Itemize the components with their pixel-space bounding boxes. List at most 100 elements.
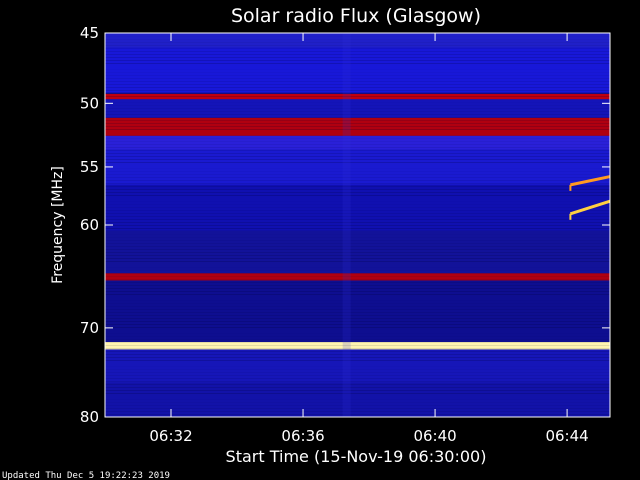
texture-line xyxy=(105,378,610,379)
texture-line xyxy=(105,381,610,382)
frequency-bands xyxy=(105,33,610,417)
texture-line xyxy=(105,105,610,106)
band xyxy=(105,273,610,281)
texture-line xyxy=(105,237,610,238)
texture-line xyxy=(105,303,610,304)
texture-line xyxy=(105,402,610,403)
burst-trace xyxy=(569,199,611,216)
texture-line xyxy=(105,273,610,274)
texture-line xyxy=(105,180,610,181)
texture-line xyxy=(105,36,610,37)
texture-line xyxy=(105,312,610,313)
texture-line xyxy=(105,246,610,247)
texture-line xyxy=(105,114,610,115)
x-tick-label: 06:32 xyxy=(149,427,192,445)
texture-line xyxy=(105,372,610,373)
texture-line xyxy=(105,147,610,148)
band xyxy=(105,382,610,417)
band xyxy=(105,342,610,350)
texture-line xyxy=(105,141,610,142)
texture-line xyxy=(105,342,610,343)
texture-line xyxy=(105,360,610,361)
texture-line xyxy=(105,390,610,391)
y-tick-label: 60 xyxy=(80,216,99,234)
texture-line xyxy=(105,195,610,196)
texture-line xyxy=(105,87,610,88)
chart-title: Solar radio Flux (Glasgow) xyxy=(231,5,481,27)
texture-line xyxy=(105,39,610,40)
texture-line xyxy=(105,369,610,370)
texture-line xyxy=(105,45,610,46)
texture-line xyxy=(105,63,610,64)
y-tick-label: 45 xyxy=(80,24,99,42)
band xyxy=(105,280,610,343)
texture-line xyxy=(105,96,610,97)
x-tick-label: 06:36 xyxy=(281,427,324,445)
texture-line xyxy=(105,384,610,385)
texture-line xyxy=(105,399,610,400)
texture-line xyxy=(105,168,610,169)
texture-line xyxy=(105,171,610,172)
texture-line xyxy=(105,333,610,334)
texture-line xyxy=(105,54,610,55)
texture-line xyxy=(105,309,610,310)
texture-line xyxy=(105,414,610,415)
texture-line xyxy=(105,357,610,358)
band xyxy=(105,33,610,48)
band xyxy=(105,349,610,383)
texture-line xyxy=(105,150,610,151)
texture-line xyxy=(105,219,610,220)
texture-line xyxy=(105,318,610,319)
y-tick-label: 80 xyxy=(80,408,99,426)
texture-line xyxy=(105,84,610,85)
texture-line xyxy=(105,261,610,262)
texture-line xyxy=(105,192,610,193)
texture-line xyxy=(105,276,610,277)
texture-line xyxy=(105,186,610,187)
texture-line xyxy=(105,228,610,229)
texture-line xyxy=(105,213,610,214)
texture-line xyxy=(105,93,610,94)
texture-line xyxy=(105,291,610,292)
texture-line xyxy=(105,321,610,322)
texture-line xyxy=(105,48,610,49)
y-axis: 45 50 55 60 70 80 xyxy=(80,24,610,426)
texture-line xyxy=(105,69,610,70)
band xyxy=(105,99,610,118)
texture-line xyxy=(105,57,610,58)
texture-line xyxy=(105,255,610,256)
texture-line xyxy=(105,162,610,163)
texture-line xyxy=(105,336,610,337)
band xyxy=(105,93,610,100)
texture-line xyxy=(105,156,610,157)
texture-line xyxy=(105,81,610,82)
texture-line xyxy=(105,375,610,376)
texture-line xyxy=(105,183,610,184)
texture-line xyxy=(105,222,610,223)
texture-line xyxy=(105,117,610,118)
texture-line xyxy=(105,210,610,211)
band xyxy=(105,230,610,274)
texture-line xyxy=(105,111,610,112)
texture-line xyxy=(105,108,610,109)
texture-line xyxy=(105,339,610,340)
texture-line xyxy=(105,345,610,346)
texture-line xyxy=(105,270,610,271)
texture-line xyxy=(105,408,610,409)
texture-line xyxy=(105,129,610,130)
texture-streak xyxy=(342,33,351,417)
band xyxy=(105,184,610,231)
texture-line xyxy=(105,153,610,154)
x-tick-label: 06:44 xyxy=(545,427,588,445)
x-axis-label: Start Time (15-Nov-19 06:30:00) xyxy=(226,447,487,466)
texture-line xyxy=(105,327,610,328)
noise-texture xyxy=(105,33,610,417)
texture-line xyxy=(105,42,610,43)
texture-line xyxy=(105,300,610,301)
texture-line xyxy=(105,249,610,250)
texture-line xyxy=(105,177,610,178)
texture-line xyxy=(105,243,610,244)
texture-line xyxy=(105,267,610,268)
texture-line xyxy=(105,240,610,241)
texture-line xyxy=(105,207,610,208)
